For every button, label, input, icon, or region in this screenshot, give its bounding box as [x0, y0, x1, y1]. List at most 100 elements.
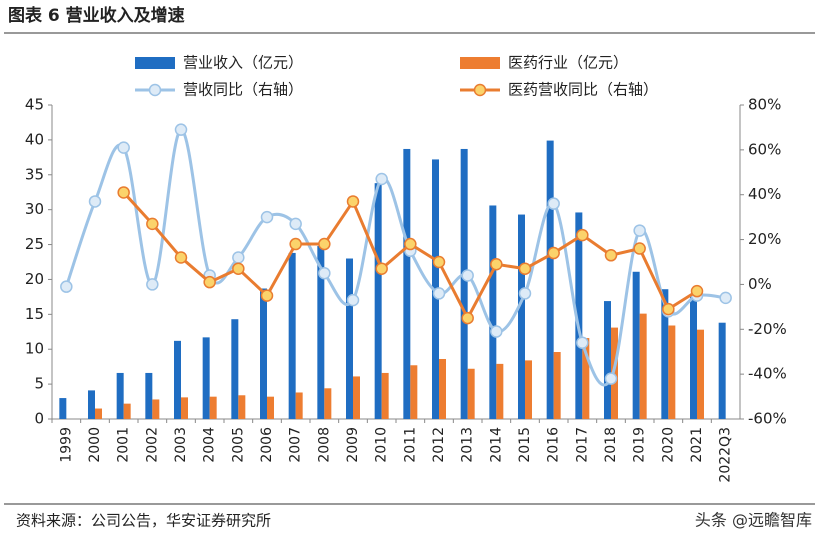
- marker: [604, 372, 618, 385]
- y2-tick-label: 60%: [748, 140, 781, 158]
- bar: [231, 319, 239, 419]
- bar: [238, 395, 246, 419]
- bar: [209, 396, 217, 419]
- y-tick-label: 5: [34, 375, 44, 393]
- bar: [611, 327, 618, 419]
- marker: [633, 242, 646, 255]
- legend-label: 营收同比（右轴）: [183, 81, 303, 99]
- bar: [95, 408, 102, 419]
- x-tick-label: 2015: [517, 427, 533, 463]
- marker: [260, 289, 274, 302]
- marker: [547, 246, 560, 260]
- legend-swatch: [135, 57, 175, 69]
- x-tick-label: 2014: [488, 427, 504, 463]
- bar: [403, 148, 411, 419]
- watermark: 头条 @远瞻智库: [695, 511, 812, 530]
- bar: [145, 372, 153, 419]
- marker: [375, 172, 388, 186]
- y2-tick-label: -20%: [748, 320, 787, 338]
- y-tick-label: 25: [25, 235, 44, 253]
- y-tick-label: 40: [25, 130, 44, 148]
- bar: [295, 392, 303, 419]
- legend-label: 营业收入（亿元）: [183, 54, 303, 72]
- bar: [181, 397, 188, 419]
- x-tick-label: 2018: [603, 427, 619, 463]
- legend-label: 医药营收同比（右轴）: [508, 81, 658, 99]
- marker: [117, 141, 130, 154]
- bar: [668, 325, 676, 419]
- marker: [174, 123, 188, 136]
- legend-label: 医药行业（亿元）: [508, 54, 628, 72]
- y-tick-label: 30: [25, 200, 44, 218]
- bar: [88, 390, 95, 419]
- x-tick-label: 2012: [431, 427, 447, 463]
- legend-marker: [148, 83, 162, 97]
- marker: [518, 262, 532, 275]
- marker: [490, 325, 503, 338]
- x-tick-label: 2013: [460, 427, 476, 463]
- bar: [546, 140, 554, 419]
- y-tick-label: 10: [25, 340, 44, 358]
- marker: [203, 275, 216, 289]
- x-tick-label: 2000: [87, 427, 103, 463]
- marker: [432, 287, 446, 300]
- bar: [324, 388, 332, 419]
- marker: [289, 217, 302, 231]
- bar: [123, 403, 131, 419]
- bar: [410, 365, 418, 419]
- marker: [318, 237, 331, 251]
- legend-swatch: [460, 57, 500, 69]
- x-tick-label: 2016: [546, 427, 562, 463]
- bar: [518, 214, 525, 419]
- marker: [662, 302, 675, 316]
- chart-title: 图表 6 营业收入及增速: [8, 5, 185, 26]
- bar: [460, 148, 468, 419]
- marker: [375, 262, 388, 275]
- y-tick-label: 0: [34, 410, 44, 428]
- marker: [490, 257, 503, 271]
- marker: [232, 262, 245, 275]
- marker: [346, 293, 360, 307]
- marker: [518, 287, 532, 300]
- marker: [346, 195, 360, 208]
- bar: [381, 372, 389, 419]
- bar: [690, 296, 697, 419]
- x-tick-label: 2017: [574, 427, 590, 463]
- bar: [317, 245, 325, 419]
- bar: [718, 322, 726, 419]
- x-tick-label: 2001: [116, 427, 132, 463]
- y-tick-label: 15: [25, 305, 44, 323]
- x-tick-label: 2005: [230, 427, 246, 463]
- bar: [553, 352, 561, 419]
- y-tick-label: 35: [25, 165, 44, 183]
- legend-marker: [473, 83, 487, 97]
- bar: [639, 313, 647, 419]
- x-tick-label: 2006: [259, 427, 275, 463]
- y2-tick-label: 20%: [748, 230, 781, 248]
- bar: [374, 183, 382, 419]
- x-tick-label: 2019: [632, 427, 648, 463]
- bar: [59, 398, 67, 419]
- marker: [547, 197, 560, 210]
- bar: [288, 252, 296, 419]
- marker: [289, 237, 302, 251]
- bar: [174, 340, 181, 419]
- x-tick-label: 2003: [173, 427, 189, 463]
- marker: [88, 195, 102, 208]
- y2-tick-label: -40%: [748, 365, 787, 383]
- bar: [604, 301, 611, 419]
- bar: [267, 396, 274, 419]
- marker: [318, 266, 331, 280]
- bar: [496, 363, 504, 419]
- y2-tick-label: 80%: [748, 96, 781, 114]
- bar: [467, 368, 475, 419]
- y-tick-label: 45: [25, 96, 44, 114]
- bar: [260, 288, 267, 419]
- bar: [661, 289, 669, 419]
- marker: [146, 217, 159, 231]
- x-tick-label: 2011: [402, 427, 418, 463]
- bar: [439, 358, 446, 419]
- marker: [461, 311, 474, 325]
- x-tick-label: 2002: [144, 427, 160, 463]
